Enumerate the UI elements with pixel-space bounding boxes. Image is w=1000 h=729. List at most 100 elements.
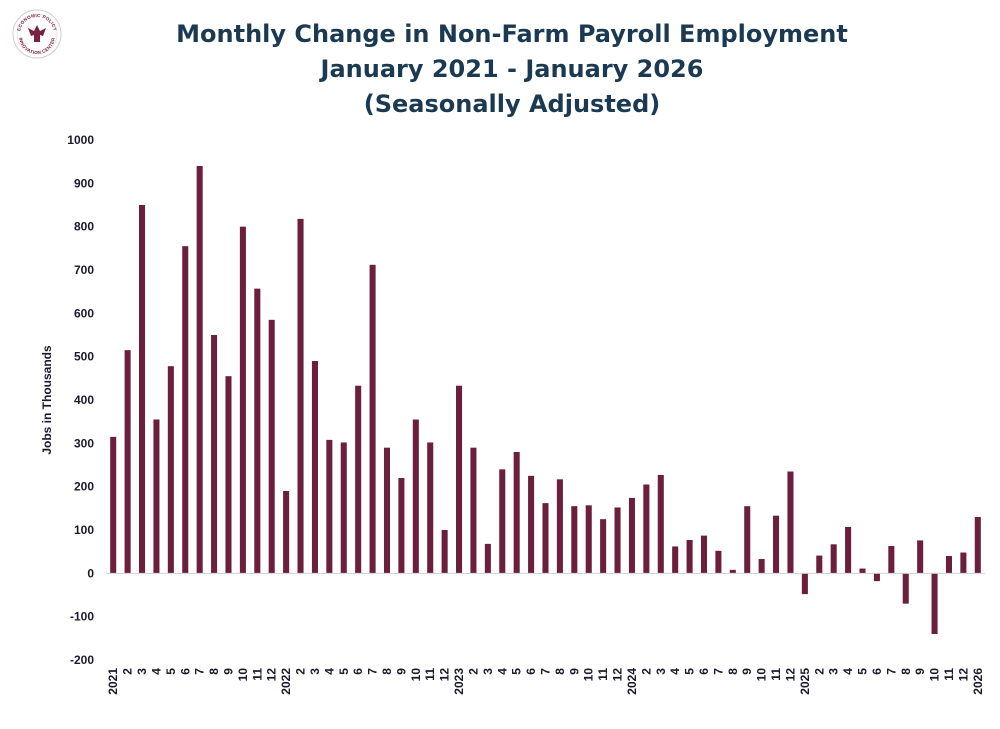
bar [513, 452, 520, 574]
bar [917, 540, 924, 574]
x-tick-label: 10 [928, 668, 942, 682]
bar [499, 469, 506, 574]
bar [700, 535, 708, 574]
bar [657, 474, 664, 574]
x-tick-label: 7 [884, 668, 898, 675]
x-tick-label: 2 [294, 668, 308, 675]
bar [283, 491, 290, 574]
x-tick-label: 6 [697, 668, 711, 675]
x-tick-label: 12 [265, 668, 279, 682]
bar [153, 419, 160, 574]
x-tick-label: 8 [553, 668, 567, 675]
x-tick-label: 2 [466, 668, 480, 675]
bar [182, 246, 189, 574]
y-tick-label: 200 [74, 480, 94, 494]
bar [297, 218, 304, 574]
logo-eagle-icon [28, 25, 46, 42]
x-tick-label: 12 [438, 668, 452, 682]
x-tick-label: 9 [740, 668, 754, 675]
x-tick-label: 8 [207, 668, 221, 675]
bar [643, 484, 650, 574]
bar [124, 350, 131, 574]
x-tick-label: 6 [351, 668, 365, 675]
y-tick-label: 600 [74, 306, 94, 320]
bar [902, 573, 909, 604]
x-tick-label: 3 [135, 668, 149, 675]
x-tick-label: 3 [481, 668, 495, 675]
x-tick-label: 10 [582, 668, 596, 682]
x-tick-label: 2021 [106, 668, 120, 695]
bar [470, 447, 477, 574]
x-tick-label: 10 [409, 668, 423, 682]
bar [787, 471, 794, 574]
x-tick-label: 2022 [279, 668, 293, 695]
bar [571, 506, 578, 574]
y-tick-label: 500 [74, 350, 94, 364]
x-tick-label: 6 [178, 668, 192, 675]
x-tick-label: 7 [711, 668, 725, 675]
bar [383, 447, 391, 574]
bar [859, 568, 866, 574]
bar [600, 519, 607, 574]
x-tick-label: 9 [221, 668, 235, 675]
x-tick-label: 11 [942, 668, 956, 681]
chart-subtitle-line-2: (Seasonally Adjusted) [364, 90, 660, 118]
x-tick-label: 9 [394, 668, 408, 675]
y-tick-label: 0 [87, 566, 94, 580]
x-tick-label: 9 [567, 668, 581, 675]
bar [311, 361, 318, 574]
x-tick-label: 7 [366, 668, 380, 675]
bar [211, 335, 218, 574]
y-tick-label: -200 [70, 653, 94, 667]
x-tick-label: 4 [149, 668, 163, 675]
bar [614, 507, 621, 574]
bar [729, 569, 736, 574]
x-tick-label: 12 [611, 668, 625, 682]
x-tick-label: 11 [423, 668, 437, 681]
bar [672, 546, 679, 574]
chart-subtitle-line-1: January 2021 - January 2026 [319, 55, 704, 83]
x-tick-label: 12 [956, 668, 970, 682]
bar [974, 517, 981, 574]
x-tick-label: 3 [827, 668, 841, 675]
bar [816, 555, 823, 574]
x-tick-label: 2026 [971, 668, 985, 695]
bar [326, 439, 333, 574]
bar [686, 539, 693, 574]
bar [744, 506, 751, 574]
bar [715, 550, 722, 574]
x-tick-label: 2 [121, 668, 135, 675]
bar [398, 478, 405, 574]
bar [427, 442, 434, 574]
bar [585, 505, 592, 574]
x-tick-label: 9 [913, 668, 927, 675]
x-tick-label: 4 [495, 668, 509, 675]
bar [412, 419, 419, 574]
bar [167, 366, 174, 574]
x-tick-label: 4 [322, 668, 336, 675]
x-tick-label: 11 [250, 668, 264, 681]
x-tick-label: 6 [524, 668, 538, 675]
x-axis-ticks: 2021 2 3 4 5 6 7 8 9 10 11 12 2022 2 3 4 5 6 7 8 9 10 11 12 2023… [106, 668, 985, 695]
x-tick-label: 3 [654, 668, 668, 675]
x-tick-label: 12 [783, 668, 797, 682]
bar [873, 573, 880, 582]
bar [369, 264, 376, 574]
y-tick-label: -100 [70, 610, 94, 624]
y-tick-label: 900 [74, 176, 94, 190]
bar [456, 385, 463, 574]
x-tick-label: 2 [639, 668, 653, 675]
bar [484, 543, 491, 574]
x-tick-label: 2 [812, 668, 826, 675]
y-tick-label: 400 [74, 393, 94, 407]
bar [542, 503, 549, 574]
x-tick-label: 8 [726, 668, 740, 675]
x-tick-label: 5 [683, 668, 697, 675]
logo: ECONOMIC POLICY INNOVATION CENTER [12, 9, 62, 59]
x-tick-label: 8 [380, 668, 394, 675]
bar [945, 556, 952, 574]
x-tick-label: 10 [755, 668, 769, 682]
x-tick-label: 5 [164, 668, 178, 675]
bar [225, 376, 232, 574]
